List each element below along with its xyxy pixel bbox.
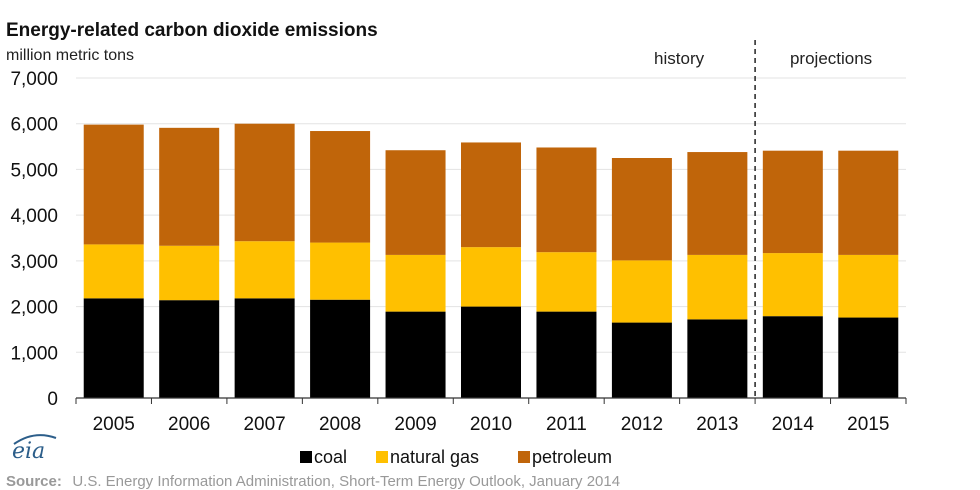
bar-natural-gas-2005	[83, 244, 144, 299]
bar-petroleum-2014	[762, 150, 823, 254]
bar-coal-2005	[83, 298, 144, 398]
bars	[83, 123, 899, 398]
bar-natural-gas-2006	[159, 245, 220, 301]
x-axis	[75, 397, 907, 404]
eia-logo: eia	[12, 434, 57, 464]
bar-natural-gas-2012	[611, 260, 672, 323]
legend-label: petroleum	[532, 447, 612, 467]
x-tick-label: 2008	[319, 414, 361, 435]
source-text: U.S. Energy Information Administration, …	[72, 473, 620, 490]
bar-coal-2011	[536, 311, 597, 398]
legend-swatch-natural-gas	[376, 451, 388, 463]
bar-natural-gas-2014	[762, 253, 823, 317]
bar-coal-2015	[838, 317, 899, 398]
x-tick-label: 2010	[470, 414, 512, 435]
x-tick-label: 2009	[394, 414, 436, 435]
x-tick-label: 2014	[772, 414, 815, 435]
bar-petroleum-2009	[385, 150, 446, 255]
bar-petroleum-2006	[159, 127, 220, 246]
y-axis-units: million metric tons	[6, 47, 134, 64]
y-tick-label: 2,000	[10, 298, 58, 319]
bar-coal-2014	[762, 316, 823, 398]
bar-natural-gas-2009	[385, 254, 446, 312]
legend: coal natural gas petroleum	[300, 447, 612, 467]
bar-coal-2007	[234, 298, 295, 398]
legend-swatch-coal	[300, 451, 312, 463]
source-line: Source: U.S. Energy Information Administ…	[6, 473, 620, 490]
history-label: history	[654, 49, 705, 68]
x-tick-label: 2012	[621, 414, 663, 435]
bar-petroleum-2007	[234, 123, 295, 242]
legend-swatch-petroleum	[518, 451, 530, 463]
y-axis-ticks: 0 1,000 2,000 3,000 4,000 5,000 6,000 7,000	[10, 69, 58, 410]
bar-natural-gas-2008	[310, 242, 371, 300]
bar-natural-gas-2015	[838, 254, 899, 318]
bar-coal-2010	[461, 306, 521, 398]
x-tick-label: 2007	[243, 414, 285, 435]
logo-text: eia	[12, 439, 45, 464]
bar-coal-2008	[310, 299, 371, 398]
bar-petroleum-2013	[687, 152, 748, 255]
y-tick-label: 3,000	[10, 252, 58, 273]
bar-natural-gas-2007	[234, 241, 295, 299]
bar-coal-2012	[611, 322, 672, 398]
x-tick-label: 2011	[546, 414, 587, 435]
x-tick-label: 2013	[696, 414, 738, 435]
y-tick-label: 1,000	[10, 343, 58, 364]
bar-natural-gas-2013	[687, 254, 748, 320]
bar-natural-gas-2011	[536, 252, 597, 312]
legend-label: natural gas	[390, 447, 479, 467]
x-tick-label: 2015	[847, 414, 889, 435]
y-tick-label: 6,000	[10, 115, 58, 136]
bar-petroleum-2011	[536, 147, 597, 253]
chart-title: Energy-related carbon dioxide emissions	[6, 20, 378, 41]
y-tick-label: 7,000	[10, 69, 58, 90]
bar-coal-2006	[159, 300, 220, 398]
logo-swoosh-icon	[13, 434, 57, 445]
x-tick-label: 2005	[93, 414, 135, 435]
bar-natural-gas-2010	[461, 247, 521, 307]
bar-petroleum-2005	[83, 124, 144, 245]
y-tick-label: 5,000	[10, 160, 58, 181]
y-tick-label: 4,000	[10, 206, 58, 227]
bar-coal-2013	[687, 319, 748, 398]
x-tick-label: 2006	[168, 414, 210, 435]
bar-petroleum-2012	[611, 158, 672, 261]
bar-petroleum-2008	[310, 131, 371, 243]
y-tick-label: 0	[47, 389, 58, 410]
bar-petroleum-2010	[461, 142, 521, 248]
legend-label: coal	[314, 447, 347, 467]
projections-label: projections	[790, 49, 872, 68]
source-label: Source:	[6, 473, 62, 490]
bar-coal-2009	[385, 311, 446, 398]
x-axis-ticks: 2005 2006 2007 2008 2009 2010 2011 2012 2013 2014…	[93, 414, 890, 435]
bar-petroleum-2015	[838, 150, 899, 255]
